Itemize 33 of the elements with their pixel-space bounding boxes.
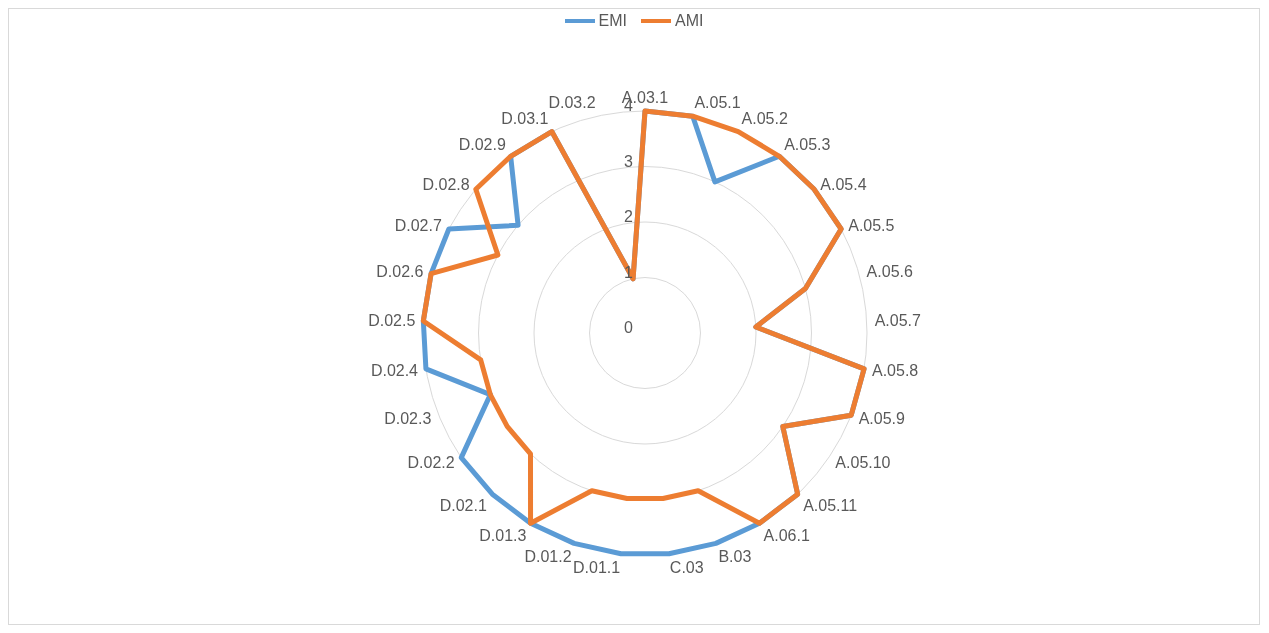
spoke-label: D.02.6: [376, 263, 424, 281]
spoke-label: D.01.1: [572, 559, 621, 577]
spoke-label: A.05.5: [848, 216, 895, 234]
spoke-label: B.03: [718, 548, 752, 566]
spoke-label: D.02.5: [368, 312, 416, 330]
spoke-label: D.02.8: [422, 175, 470, 193]
y-tick-label: 0: [624, 319, 634, 336]
spoke-label: A.05.11: [803, 497, 858, 515]
spoke-label: A.05.4: [820, 175, 867, 193]
spoke-label: A.05.1: [694, 94, 741, 112]
y-tick-label: 3: [624, 152, 634, 170]
spoke-label: D.02.7: [394, 216, 442, 234]
spoke-label: D.02.3: [384, 409, 432, 427]
spoke-label: D.02.2: [407, 453, 455, 471]
legend-label: EMI: [597, 12, 627, 30]
spoke-label: A.06.1: [763, 527, 810, 545]
spoke-label: C.03: [669, 559, 704, 577]
spoke-label: D.03.2: [548, 94, 596, 112]
spoke-label: D.02.1: [439, 497, 487, 515]
legend-label: AMI: [674, 12, 704, 30]
spoke-label: D.01.3: [479, 527, 527, 545]
spoke-label: A.05.3: [784, 135, 831, 153]
y-tick-label: 2: [624, 208, 634, 225]
spoke-label: D.02.9: [458, 135, 506, 153]
spoke-label: D.02.4: [370, 361, 419, 379]
spoke-label: A.05.10: [835, 453, 891, 471]
spoke-label: A.05.8: [871, 361, 919, 379]
spoke-label: A.05.9: [858, 409, 906, 427]
spoke-label: A.05.6: [866, 263, 913, 281]
spoke-label: A.05.2: [741, 110, 788, 128]
spoke-label: D.03.1: [501, 110, 549, 128]
spoke-label: A.05.7: [874, 312, 922, 330]
spoke-label: D.01.2: [524, 548, 572, 566]
